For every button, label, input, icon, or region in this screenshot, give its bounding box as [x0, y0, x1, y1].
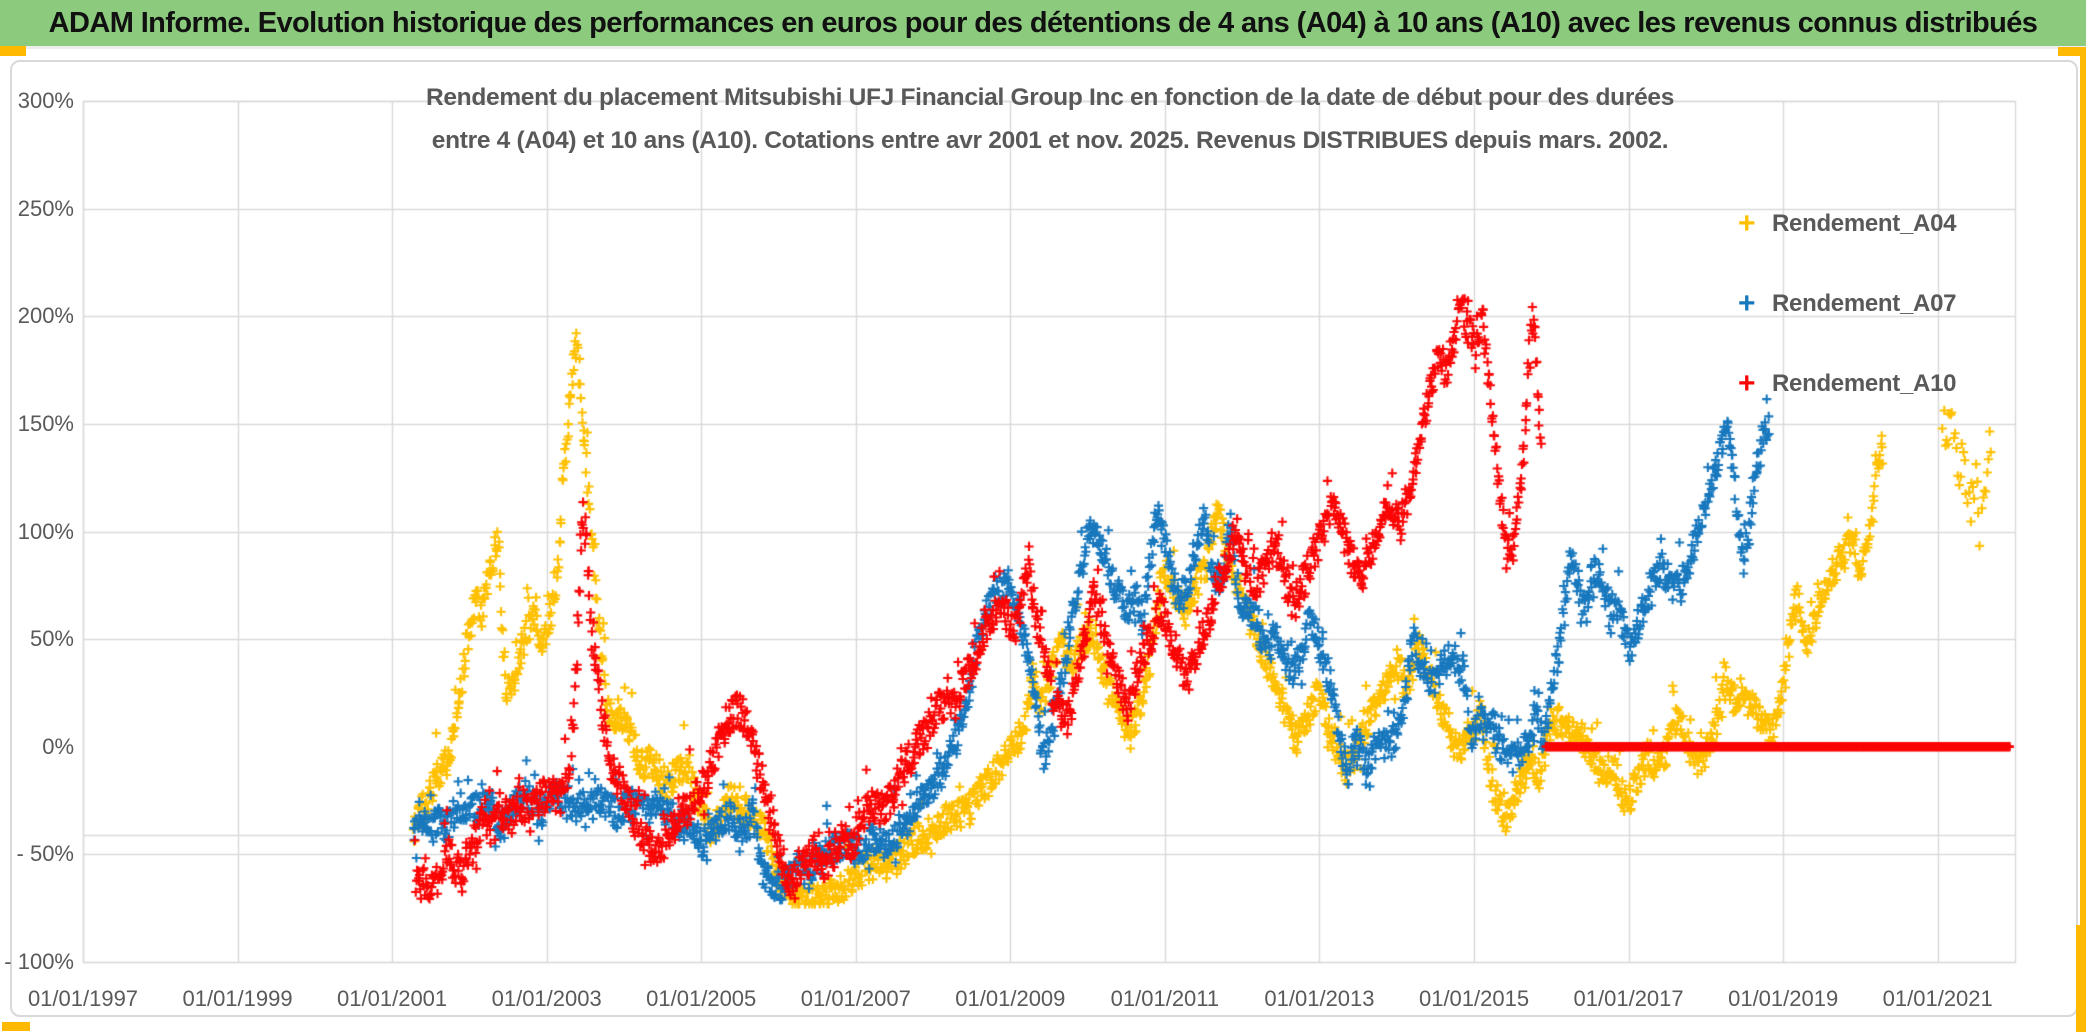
y-tick-label: 50%: [29, 626, 74, 652]
x-tick-label: 01/01/2003: [491, 986, 602, 1011]
x-tick-label: 01/01/2001: [337, 986, 448, 1011]
chart-title-line1: Rendement du placement Mitsubishi UFJ Fi…: [425, 84, 1675, 111]
plus-marker-icon: +: [1738, 367, 1756, 400]
x-tick-label: 01/01/2013: [1264, 986, 1375, 1011]
legend-item-a04: + Rendement_A04: [1738, 206, 1956, 242]
y-tick-label: 100%: [17, 518, 74, 544]
y-tick-label: 200%: [17, 303, 74, 329]
legend-label: Rendement_A10: [1772, 370, 1957, 397]
y-tick-label: - 50%: [16, 841, 74, 867]
legend-label: Rendement_A07: [1772, 290, 1957, 317]
chart-title-line2: entre 4 (A04) et 10 ans (A10). Cotations…: [431, 127, 1669, 154]
chart-title: Rendement du placement Mitsubishi UFJ Fi…: [320, 76, 1780, 162]
x-tick-label: 01/01/2019: [1728, 986, 1839, 1011]
plus-marker-icon: +: [1738, 207, 1756, 240]
legend-label: Rendement_A04: [1772, 210, 1957, 237]
x-tick-label: 01/01/2017: [1573, 986, 1684, 1011]
x-tick-label: 01/01/1997: [27, 986, 139, 1011]
x-tick-label: 01/01/2009: [955, 986, 1066, 1011]
x-tick-label: 01/01/2021: [1882, 986, 1993, 1011]
y-tick-label: 250%: [17, 195, 74, 221]
y-tick-label: 0%: [42, 733, 74, 759]
x-tick-label: 01/01/2005: [646, 986, 757, 1011]
x-tick-label: 01/01/2015: [1418, 986, 1530, 1011]
legend-item-a07: + Rendement_A07: [1738, 286, 1956, 322]
plus-marker-icon: +: [1738, 287, 1756, 320]
y-tick-label: 150%: [17, 410, 74, 436]
legend-item-a10: + Rendement_A10: [1738, 366, 1956, 402]
y-tick-label: 300%: [17, 88, 74, 113]
y-tick-label: - 100%: [4, 949, 74, 974]
x-tick-label: 01/01/1999: [182, 986, 293, 1011]
x-tick-label: 01/01/2011: [1110, 986, 1220, 1011]
x-tick-label: 01/01/2007: [800, 986, 911, 1011]
